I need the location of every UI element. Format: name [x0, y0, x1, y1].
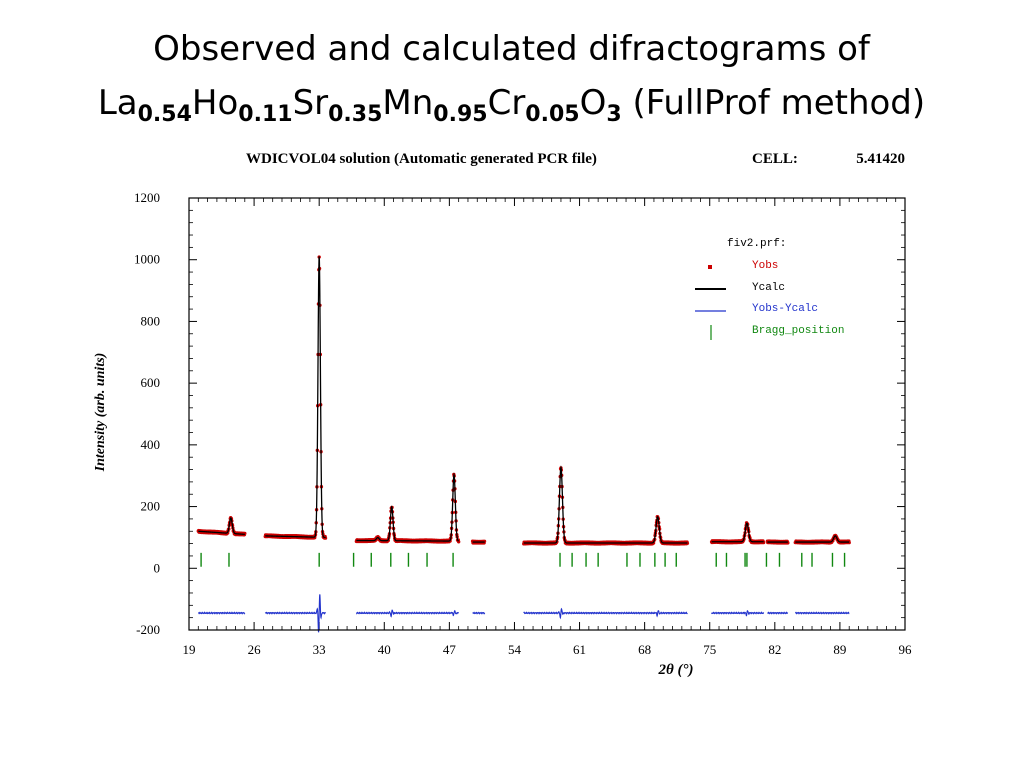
x-tick-label: 82 [768, 642, 781, 657]
formula-element: O [579, 83, 607, 123]
formula-element: Ho [191, 83, 239, 123]
yobs-ycalc-series [767, 611, 789, 615]
yobs-series [657, 527, 690, 546]
ycalc-series [711, 522, 764, 543]
y-tick-label: 400 [141, 437, 161, 452]
formula-element: Cr [487, 83, 526, 123]
yobs-ycalc-series [264, 594, 326, 633]
yobs-ycalc-series [711, 610, 765, 617]
yobs-ycalc-series [472, 611, 486, 615]
yobs-series [354, 472, 461, 544]
yobs-ycalc-series [523, 607, 661, 620]
y-tick-label: 0 [154, 560, 161, 575]
formula-subscript: 0.11 [238, 102, 293, 127]
cell-value: 5.41420 [856, 151, 905, 167]
formula-element: La [97, 83, 138, 123]
formula-subscript: 0.05 [525, 102, 580, 127]
slide-title: Observed and calculated difractograms of… [0, 22, 1023, 130]
legend-ycalc-label: Ycalc [752, 282, 785, 294]
yobs-series [765, 539, 790, 545]
yobs-ycalc-series [659, 611, 688, 615]
x-tick-label: 75 [703, 642, 716, 657]
yobs-ycalc-series [197, 611, 246, 615]
yobs-ycalc-series [794, 611, 850, 615]
y-tick-label: 200 [141, 499, 161, 514]
legend-yobs-marker [708, 265, 712, 269]
x-tick-label: 47 [443, 642, 457, 657]
ycalc-series [198, 517, 245, 535]
plot-frame [188, 197, 906, 631]
ycalc-series [795, 535, 850, 543]
chemical-formula: La0.54Ho0.11Sr0.35Mn0.95Cr0.05O3 [97, 83, 622, 126]
legend-diff-label: Yobs-Ycalc [752, 303, 818, 315]
x-tick-label: 61 [573, 642, 586, 657]
y-tick-label: 1000 [134, 252, 160, 267]
y-axis-label: Intensity (arb. units) [93, 353, 108, 473]
legend-yobs-label: Yobs [752, 260, 778, 272]
yobs-series [709, 521, 766, 545]
formula-subscript: 0.54 [137, 102, 192, 127]
formula-element: Sr [292, 83, 329, 123]
title-suffix: (FullProf method) [632, 83, 926, 123]
y-tick-label: 1200 [134, 190, 160, 205]
x-tick-label: 40 [378, 642, 391, 657]
y-tick-label: 800 [141, 313, 161, 328]
ycalc-series [265, 256, 326, 539]
ycalc-series [658, 529, 688, 544]
formula-element: Mn [382, 83, 434, 123]
x-tick-label: 26 [248, 642, 262, 657]
formula-subscript: 3 [606, 102, 622, 127]
x-tick-label: 68 [638, 642, 651, 657]
formula-subscript: 0.35 [328, 102, 383, 127]
legend-bragg-label: Bragg_position [752, 325, 844, 337]
x-tick-label: 89 [833, 642, 846, 657]
title-line-2: La0.54Ho0.11Sr0.35Mn0.95Cr0.05O3 (FullPr… [0, 76, 1023, 130]
title-line-1: Observed and calculated difractograms of [153, 29, 870, 69]
x-tick-label: 96 [899, 642, 913, 657]
x-axis-label: 2θ (°) [657, 662, 693, 678]
x-tick-label: 19 [183, 642, 196, 657]
ycalc-series [356, 472, 459, 542]
y-tick-label: 600 [141, 375, 161, 390]
ycalc-series [523, 465, 661, 544]
x-tick-label: 54 [508, 642, 522, 657]
cell-label: CELL: [752, 151, 798, 167]
yobs-series [522, 466, 662, 546]
formula-subscript: 0.95 [433, 102, 488, 127]
chart-title: WDICVOL04 solution (Automatic generated … [246, 151, 597, 167]
yobs-ycalc-series [355, 609, 460, 618]
y-tick-label: -200 [136, 622, 160, 637]
legend-file: fiv2.prf: [727, 238, 786, 250]
legend: fiv2.prf: Yobs Ycalc Yobs-Ycalc Bragg_po… [695, 238, 844, 340]
x-tick-label: 33 [313, 642, 326, 657]
